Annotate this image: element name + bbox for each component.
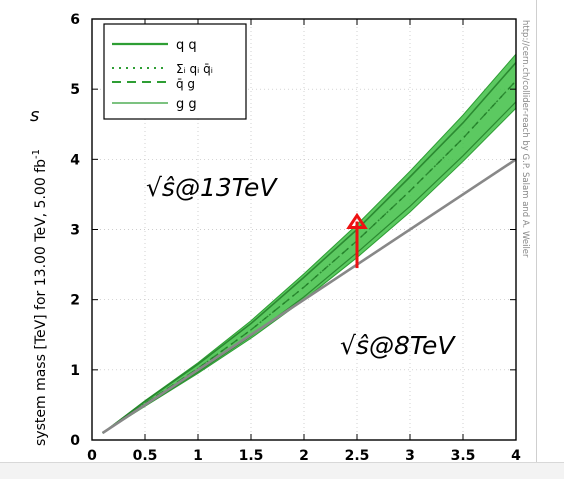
legend-label-qbarg: q̄ g — [176, 77, 195, 91]
highlight-arrow — [346, 212, 368, 269]
y-tick-label-4: 4 — [70, 152, 80, 168]
y-tick-label-5: 5 — [70, 82, 80, 98]
y-label-overlay: s — [30, 105, 39, 126]
legend-box — [103, 23, 247, 120]
x-tick-labels: 0 0.5 1 1.5 2 2.5 3 3.5 4 — [87, 448, 521, 464]
annotation-8tev: √ŝ@8TeV — [340, 331, 456, 360]
x-tick-label-4: 2 — [299, 448, 309, 464]
x-tick-label-3: 1.5 — [239, 448, 264, 464]
x-tick-label-6: 3 — [405, 448, 415, 464]
legend-label-gg: g g — [176, 97, 197, 112]
annotation-13tev: √ŝ@13TeV — [146, 173, 278, 202]
y-tick-label-0: 0 — [70, 433, 80, 449]
y-tick-label-3: 3 — [70, 223, 80, 239]
y-tick-label-6: 6 — [70, 12, 80, 28]
x-tick-label-7: 3.5 — [451, 448, 476, 464]
x-tick-label-0: 0 — [87, 448, 97, 464]
y-tick-label-2: 2 — [70, 293, 80, 309]
x-tick-label-2: 1 — [193, 448, 203, 464]
credit-text: http://cern.ch/collider-reach by G.P. Sa… — [520, 20, 530, 258]
arrow-head — [346, 212, 368, 229]
legend-label-qiqbar: Σᵢ qᵢ q̄ᵢ — [176, 62, 213, 76]
x-tick-label-8: 4 — [511, 448, 521, 464]
y-axis-label: system mass [TeV] for 13.00 TeV, 5.00 fb… — [31, 149, 49, 446]
axes-layer — [91, 18, 517, 441]
series-line-0 — [102, 61, 517, 434]
reference-line-8tev — [101, 158, 517, 435]
reference-layer — [101, 158, 517, 435]
page-side-rule — [536, 0, 537, 462]
y-tick-label-1: 1 — [70, 363, 80, 379]
legend: q q Σᵢ qᵢ q̄ᵢ q̄ g g g — [103, 23, 247, 120]
x-tick-label-5: 2.5 — [345, 448, 370, 464]
y-tick-labels: 0 1 2 3 4 5 6 — [70, 12, 80, 449]
legend-label-qq: q q — [176, 38, 197, 53]
page-bottom-strip — [0, 462, 564, 479]
x-tick-label-1: 0.5 — [133, 448, 158, 464]
